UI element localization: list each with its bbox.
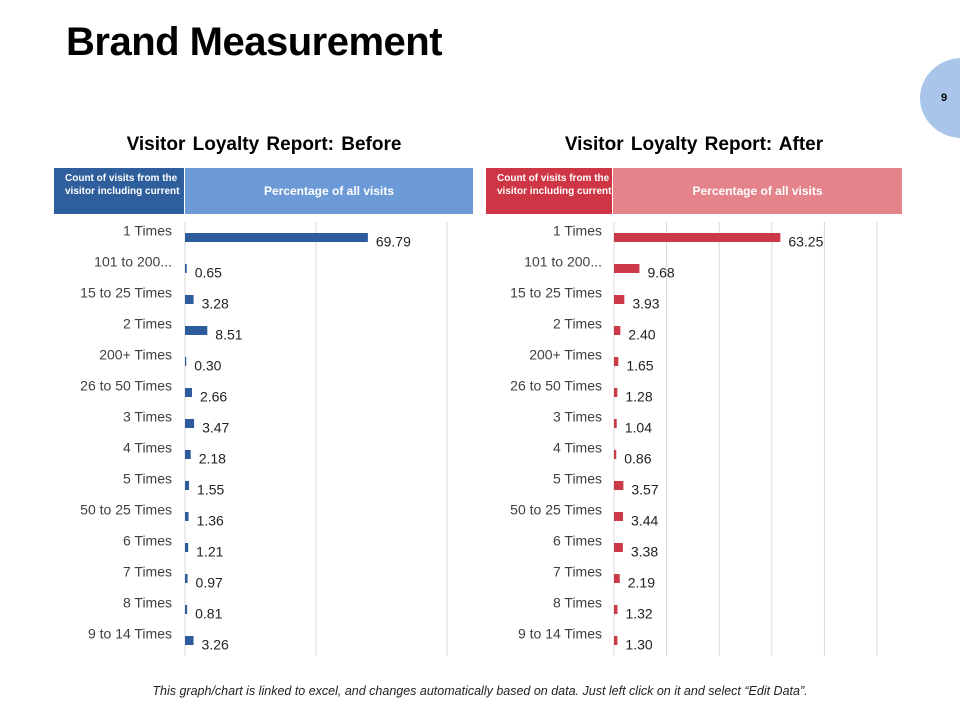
before-category-label-11: 7 Times [123,564,172,580]
after-value-label-13: 1.30 [625,637,652,653]
before-bar-10 [185,543,189,552]
before-category-label-5: 26 to 50 Times [80,378,172,394]
before-bar-7 [185,450,191,459]
after-count-header: Count of visits from the visitor includi… [486,168,612,214]
after-category-label-10: 6 Times [553,533,602,549]
before-bar-1 [185,264,187,273]
before-value-label-5: 2.66 [200,389,227,405]
before-bar-6 [185,419,195,428]
after-bar-11 [614,574,620,583]
after-category-label-13: 9 to 14 Times [518,626,602,642]
before-bar-11 [185,574,188,583]
before-category-label-1: 101 to 200... [94,254,172,270]
after-value-label-9: 3.44 [631,513,658,529]
before-value-label-7: 2.18 [199,451,226,467]
chart-title-after: Visitor Loyalty Report: After [564,134,824,155]
before-category-label-6: 3 Times [123,409,172,425]
before-value-label-9: 1.36 [197,513,224,529]
after-category-label-4: 200+ Times [529,347,602,363]
after-category-label-7: 4 Times [553,440,602,456]
after-value-label-10: 3.38 [631,544,658,560]
after-category-label-5: 26 to 50 Times [510,378,602,394]
after-value-label-12: 1.32 [625,606,652,622]
after-value-label-7: 0.86 [624,451,651,467]
after-value-label-4: 1.65 [626,358,653,374]
after-category-label-3: 2 Times [553,316,602,332]
before-value-label-4: 0.30 [194,358,221,374]
before-category-label-8: 5 Times [123,471,172,487]
after-category-label-11: 7 Times [553,564,602,580]
before-category-label-10: 6 Times [123,533,172,549]
after-bar-12 [614,605,618,614]
after-bar-10 [614,543,623,552]
after-bar-3 [614,326,621,335]
before-value-label-10: 1.21 [196,544,223,560]
after-category-label-12: 8 Times [553,595,602,611]
before-count-header: Count of visits from the visitor includi… [54,168,184,214]
after-bar-7 [614,450,617,459]
after-value-label-6: 1.04 [625,420,652,436]
before-bar-3 [185,326,208,335]
after-value-label-11: 2.19 [628,575,655,591]
after-value-label-0: 63.25 [788,234,823,250]
after-value-label-2: 3.93 [632,296,659,312]
before-value-label-12: 0.81 [195,606,222,622]
before-category-label-13: 9 to 14 Times [88,626,172,642]
before-category-label-2: 15 to 25 Times [80,285,172,301]
before-bar-4 [185,357,187,366]
before-bar-9 [185,512,189,521]
after-bar-0 [614,233,781,242]
before-bar-12 [185,605,188,614]
before-value-label-8: 1.55 [197,482,224,498]
after-category-label-1: 101 to 200... [524,254,602,270]
before-value-label-2: 3.28 [202,296,229,312]
page-number: 9 [940,92,948,104]
before-value-label-0: 69.79 [376,234,411,250]
after-bar-9 [614,512,624,521]
after-bar-6 [614,419,617,428]
footnote: This graph/chart is linked to excel, and… [152,684,808,698]
before-bar-8 [185,481,190,490]
before-value-label-1: 0.65 [195,265,222,281]
before-category-label-3: 2 Times [123,316,172,332]
before-value-label-13: 3.26 [202,637,229,653]
after-bar-2 [614,295,625,304]
after-category-label-2: 15 to 25 Times [510,285,602,301]
before-category-label-12: 8 Times [123,595,172,611]
after-value-label-8: 3.57 [631,482,658,498]
before-category-label-0: 1 Times [123,223,172,239]
before-category-label-4: 200+ Times [99,347,172,363]
before-bar-0 [185,233,368,242]
after-category-label-6: 3 Times [553,409,602,425]
after-category-label-9: 50 to 25 Times [510,502,602,518]
after-bar-1 [614,264,640,273]
after-bar-13 [614,636,618,645]
before-bar-13 [185,636,194,645]
after-category-label-0: 1 Times [553,223,602,239]
before-bar-2 [185,295,194,304]
after-value-label-3: 2.40 [628,327,655,343]
before-percent-header: Percentage of all visits [185,168,473,214]
before-category-label-7: 4 Times [123,440,172,456]
before-value-label-3: 8.51 [215,327,242,343]
after-bar-5 [614,388,618,397]
after-percent-header: Percentage of all visits [613,168,902,214]
after-value-label-5: 1.28 [625,389,652,405]
after-value-label-1: 9.68 [647,265,674,281]
after-bar-4 [614,357,619,366]
page-title: Brand Measurement [66,20,443,64]
before-category-label-9: 50 to 25 Times [80,502,172,518]
before-bar-5 [185,388,192,397]
after-category-label-8: 5 Times [553,471,602,487]
after-bar-8 [614,481,624,490]
before-value-label-6: 3.47 [202,420,229,436]
before-value-label-11: 0.97 [196,575,223,591]
chart-title-before: Visitor Loyalty Report: Before [126,134,402,155]
